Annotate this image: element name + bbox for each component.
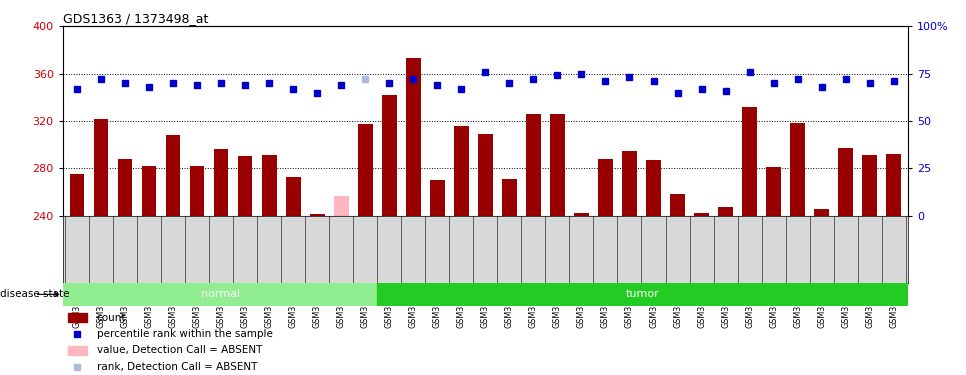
Bar: [502, 179, 517, 216]
Bar: [598, 159, 612, 216]
Text: value, Detection Call = ABSENT: value, Detection Call = ABSENT: [97, 345, 262, 355]
Bar: [358, 124, 373, 216]
Bar: [166, 135, 181, 216]
Bar: [378, 283, 908, 306]
Bar: [670, 194, 685, 216]
Bar: [574, 213, 588, 216]
Bar: [406, 58, 420, 216]
Bar: [478, 134, 493, 216]
Bar: [742, 107, 756, 216]
Bar: [63, 283, 378, 306]
Bar: [383, 95, 397, 216]
Bar: [68, 346, 87, 355]
Bar: [310, 214, 325, 216]
Bar: [454, 126, 469, 216]
Text: normal: normal: [201, 290, 240, 299]
Bar: [142, 166, 156, 216]
Bar: [695, 213, 709, 216]
Text: count: count: [97, 313, 127, 322]
Bar: [68, 313, 87, 322]
Text: disease state: disease state: [0, 290, 70, 299]
Bar: [94, 118, 108, 216]
Bar: [214, 149, 229, 216]
Bar: [118, 159, 132, 216]
Bar: [646, 160, 661, 216]
Text: rank, Detection Call = ABSENT: rank, Detection Call = ABSENT: [97, 362, 257, 372]
Bar: [790, 123, 805, 216]
Bar: [766, 167, 781, 216]
Bar: [814, 209, 829, 216]
Bar: [286, 177, 300, 216]
Bar: [190, 166, 205, 216]
Bar: [719, 207, 733, 216]
Bar: [430, 180, 444, 216]
Bar: [238, 156, 252, 216]
Bar: [622, 150, 637, 216]
Bar: [551, 114, 565, 216]
Bar: [70, 174, 84, 216]
Text: percentile rank within the sample: percentile rank within the sample: [97, 329, 272, 339]
Bar: [262, 155, 276, 216]
Bar: [863, 155, 877, 216]
Bar: [838, 148, 853, 216]
Bar: [334, 195, 349, 216]
Text: tumor: tumor: [626, 290, 660, 299]
Bar: [526, 114, 541, 216]
Bar: [887, 154, 901, 216]
Text: GDS1363 / 1373498_at: GDS1363 / 1373498_at: [63, 12, 208, 25]
